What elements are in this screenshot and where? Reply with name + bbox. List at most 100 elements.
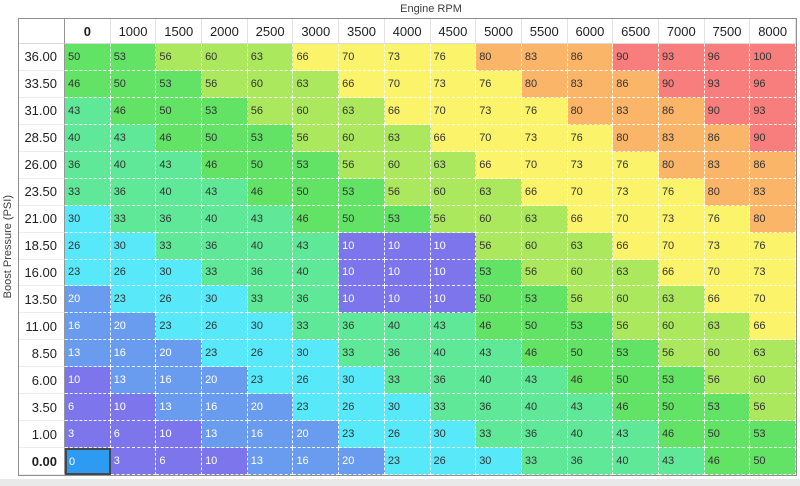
cell-0.00-3000[interactable]: 16 <box>293 448 340 475</box>
cell-36.00-3000[interactable]: 66 <box>293 44 340 71</box>
cell-16.00-6000[interactable]: 60 <box>567 259 614 287</box>
col-header-2500[interactable]: 2500 <box>247 19 294 44</box>
cell-6.00-2000[interactable]: 20 <box>202 367 248 395</box>
cell-0.00-6500[interactable]: 40 <box>613 448 659 475</box>
cell-31.00-6000[interactable]: 80 <box>567 97 614 125</box>
cell-33.50-8000[interactable]: 96 <box>750 70 796 98</box>
cell-1.00-3500[interactable]: 23 <box>339 421 385 449</box>
cell-33.50-0[interactable]: 46 <box>65 70 111 98</box>
cell-31.00-7500[interactable]: 90 <box>704 97 751 125</box>
cell-28.50-5500[interactable]: 73 <box>521 124 568 152</box>
col-header-1500[interactable]: 1500 <box>156 19 203 44</box>
cell-28.50-4500[interactable]: 66 <box>430 124 477 152</box>
cell-6.00-4000[interactable]: 33 <box>384 367 431 395</box>
cell-3.50-6000[interactable]: 43 <box>567 394 614 422</box>
cell-16.00-3500[interactable]: 10 <box>339 259 385 287</box>
cell-16.00-2500[interactable]: 36 <box>247 259 294 287</box>
cell-1.00-1500[interactable]: 10 <box>156 421 203 449</box>
cell-33.50-3000[interactable]: 63 <box>293 70 340 98</box>
cell-6.00-6500[interactable]: 50 <box>613 367 659 395</box>
cell-26.00-1000[interactable]: 40 <box>110 151 157 179</box>
cell-31.00-7000[interactable]: 86 <box>658 97 705 125</box>
cell-13.50-0[interactable]: 20 <box>65 286 111 314</box>
cell-11.00-2000[interactable]: 26 <box>202 313 248 341</box>
col-header-5500[interactable]: 5500 <box>521 19 568 44</box>
cell-26.00-6000[interactable]: 73 <box>567 151 614 179</box>
cell-8.50-2000[interactable]: 23 <box>202 340 248 368</box>
cell-0.00-7000[interactable]: 43 <box>658 448 705 475</box>
cell-8.50-7500[interactable]: 60 <box>704 340 751 368</box>
cell-31.00-1000[interactable]: 46 <box>110 97 157 125</box>
cell-6.00-5000[interactable]: 40 <box>476 367 522 395</box>
cell-28.50-4000[interactable]: 63 <box>384 124 431 152</box>
cell-21.00-7000[interactable]: 73 <box>658 205 705 233</box>
cell-3.50-2500[interactable]: 20 <box>247 394 294 422</box>
cell-8.50-6000[interactable]: 50 <box>567 340 614 368</box>
cell-36.00-2500[interactable]: 63 <box>247 44 294 71</box>
cell-6.00-3500[interactable]: 30 <box>339 367 385 395</box>
col-header-4500[interactable]: 4500 <box>430 19 477 44</box>
cell-28.50-8000[interactable]: 90 <box>750 124 796 152</box>
cell-18.50-7000[interactable]: 70 <box>658 232 705 260</box>
cell-0.00-1500[interactable]: 6 <box>156 448 203 475</box>
cell-8.50-3500[interactable]: 33 <box>339 340 385 368</box>
cell-0.00-5500[interactable]: 33 <box>521 448 568 475</box>
row-header-11.00[interactable]: 11.00 <box>19 313 65 341</box>
cell-23.50-4500[interactable]: 60 <box>430 178 477 206</box>
cell-11.00-6500[interactable]: 56 <box>613 313 659 341</box>
cell-36.00-0[interactable]: 50 <box>65 44 111 71</box>
cell-13.50-1500[interactable]: 26 <box>156 286 203 314</box>
cell-21.00-6000[interactable]: 66 <box>567 205 614 233</box>
col-header-4000[interactable]: 4000 <box>384 19 431 44</box>
cell-8.50-5500[interactable]: 46 <box>521 340 568 368</box>
cell-28.50-5000[interactable]: 70 <box>476 124 522 152</box>
cell-8.50-4000[interactable]: 36 <box>384 340 431 368</box>
cell-13.50-7000[interactable]: 63 <box>658 286 705 314</box>
cell-23.50-3000[interactable]: 50 <box>293 178 340 206</box>
cell-36.00-6500[interactable]: 90 <box>613 44 659 71</box>
cell-26.00-4500[interactable]: 63 <box>430 151 477 179</box>
cell-1.00-2000[interactable]: 13 <box>202 421 248 449</box>
cell-28.50-6000[interactable]: 76 <box>567 124 614 152</box>
cell-23.50-7500[interactable]: 80 <box>704 178 751 206</box>
col-header-6000[interactable]: 6000 <box>567 19 614 44</box>
col-header-0[interactable]: 0 <box>65 19 111 44</box>
cell-11.00-1500[interactable]: 23 <box>156 313 203 341</box>
cell-13.50-4500[interactable]: 10 <box>430 286 477 314</box>
cell-3.50-4500[interactable]: 33 <box>430 394 477 422</box>
cell-1.00-1000[interactable]: 6 <box>110 421 157 449</box>
cell-16.00-0[interactable]: 23 <box>65 259 111 287</box>
cell-33.50-6000[interactable]: 83 <box>567 70 614 98</box>
row-header-33.50[interactable]: 33.50 <box>19 70 65 98</box>
cell-26.00-8000[interactable]: 86 <box>750 151 796 179</box>
cell-13.50-5500[interactable]: 53 <box>521 286 568 314</box>
cell-3.50-5000[interactable]: 36 <box>476 394 522 422</box>
cell-8.50-3000[interactable]: 30 <box>293 340 340 368</box>
cell-31.00-3000[interactable]: 60 <box>293 97 340 125</box>
cell-16.00-4000[interactable]: 10 <box>384 259 431 287</box>
cell-1.00-6500[interactable]: 43 <box>613 421 659 449</box>
cell-28.50-0[interactable]: 40 <box>65 124 111 152</box>
cell-28.50-3500[interactable]: 60 <box>339 124 385 152</box>
cell-23.50-2000[interactable]: 43 <box>202 178 248 206</box>
cell-16.00-7500[interactable]: 70 <box>704 259 751 287</box>
row-header-0.00[interactable]: 0.00 <box>19 448 65 475</box>
cell-21.00-4000[interactable]: 53 <box>384 205 431 233</box>
row-header-6.00[interactable]: 6.00 <box>19 367 65 395</box>
cell-21.00-2500[interactable]: 43 <box>247 205 294 233</box>
cell-36.00-1500[interactable]: 56 <box>156 44 203 71</box>
cell-18.50-4500[interactable]: 10 <box>430 232 477 260</box>
cell-16.00-6500[interactable]: 63 <box>613 259 659 287</box>
col-header-6500[interactable]: 6500 <box>613 19 659 44</box>
col-header-3000[interactable]: 3000 <box>293 19 340 44</box>
cell-23.50-7000[interactable]: 76 <box>658 178 705 206</box>
cell-0.00-1000[interactable]: 3 <box>110 448 157 475</box>
cell-18.50-8000[interactable]: 76 <box>750 232 796 260</box>
cell-8.50-7000[interactable]: 56 <box>658 340 705 368</box>
cell-3.50-0[interactable]: 6 <box>65 394 111 422</box>
cell-13.50-6000[interactable]: 56 <box>567 286 614 314</box>
cell-31.00-6500[interactable]: 83 <box>613 97 659 125</box>
cell-6.00-4500[interactable]: 36 <box>430 367 477 395</box>
cell-6.00-7000[interactable]: 53 <box>658 367 705 395</box>
cell-21.00-1000[interactable]: 33 <box>110 205 157 233</box>
